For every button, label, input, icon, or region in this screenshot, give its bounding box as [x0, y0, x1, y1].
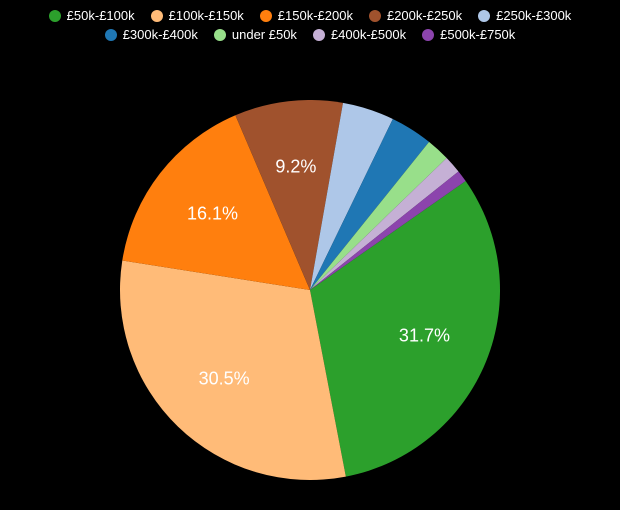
legend-marker — [422, 29, 434, 41]
legend-label: £500k-£750k — [440, 27, 515, 42]
legend-marker — [369, 10, 381, 22]
legend-label: £50k-£100k — [67, 8, 135, 23]
legend-item: under £50k — [214, 27, 297, 42]
slice-percent-label: 16.1% — [187, 204, 238, 225]
legend-item: £500k-£750k — [422, 27, 515, 42]
legend-item: £200k-£250k — [369, 8, 462, 23]
legend-item: £50k-£100k — [49, 8, 135, 23]
legend-marker — [214, 29, 226, 41]
chart-legend: £50k-£100k £100k-£150k £150k-£200k £200k-£2… — [0, 0, 620, 50]
legend-marker — [151, 10, 163, 22]
legend-item: £150k-£200k — [260, 8, 353, 23]
legend-item: £300k-£400k — [105, 27, 198, 42]
legend-label: £200k-£250k — [387, 8, 462, 23]
pie-chart: 31.7% 30.5% 16.1% 9.2% — [120, 100, 500, 480]
legend-label: £250k-£300k — [496, 8, 571, 23]
legend-item: £400k-£500k — [313, 27, 406, 42]
legend-label: £100k-£150k — [169, 8, 244, 23]
legend-item: £100k-£150k — [151, 8, 244, 23]
slice-percent-label: 9.2% — [275, 157, 316, 178]
legend-label: £150k-£200k — [278, 8, 353, 23]
legend-marker — [260, 10, 272, 22]
legend-marker — [313, 29, 325, 41]
legend-marker — [478, 10, 490, 22]
legend-item: £250k-£300k — [478, 8, 571, 23]
legend-marker — [49, 10, 61, 22]
slice-percent-label: 30.5% — [199, 368, 250, 389]
legend-label: £300k-£400k — [123, 27, 198, 42]
slice-percent-label: 31.7% — [399, 326, 450, 347]
legend-label: £400k-£500k — [331, 27, 406, 42]
legend-label: under £50k — [232, 27, 297, 42]
legend-marker — [105, 29, 117, 41]
